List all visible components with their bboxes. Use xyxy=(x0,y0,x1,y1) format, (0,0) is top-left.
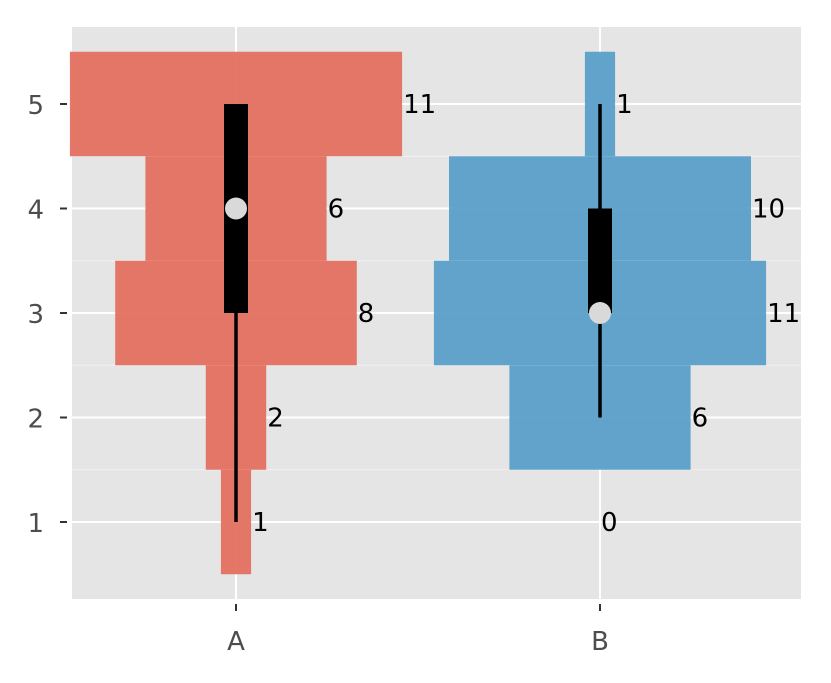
count-label-B-3: 11 xyxy=(767,299,800,329)
box-B xyxy=(588,208,612,313)
count-label-A-1: 1 xyxy=(252,508,269,538)
median-point-A xyxy=(225,197,247,220)
count-label-A-5: 11 xyxy=(403,90,436,120)
y-tick-label: 2 xyxy=(27,405,44,435)
count-label-A-2: 2 xyxy=(267,404,284,434)
y-tick-label: 1 xyxy=(27,509,44,539)
y-tick-label: 5 xyxy=(27,91,44,121)
count-label-A-4: 6 xyxy=(328,195,345,225)
count-label-B-5: 1 xyxy=(616,90,633,120)
count-label-A-3: 8 xyxy=(358,299,375,329)
boxplots xyxy=(224,104,612,522)
median-point-B xyxy=(589,302,611,324)
count-label-B-2: 6 xyxy=(692,404,709,434)
count-label-B-4: 10 xyxy=(752,195,785,225)
x-tick-label-B: B xyxy=(591,627,609,657)
y-tick-label: 3 xyxy=(27,300,44,330)
count-label-B-1: 0 xyxy=(601,508,618,538)
axes: 1 2 3 4 5 A B xyxy=(27,91,608,657)
x-tick-label-A: A xyxy=(227,627,245,657)
count-labels: 1 2 8 6 11 0 6 11 10 1 xyxy=(252,90,800,538)
y-tick-label: 4 xyxy=(27,196,44,226)
